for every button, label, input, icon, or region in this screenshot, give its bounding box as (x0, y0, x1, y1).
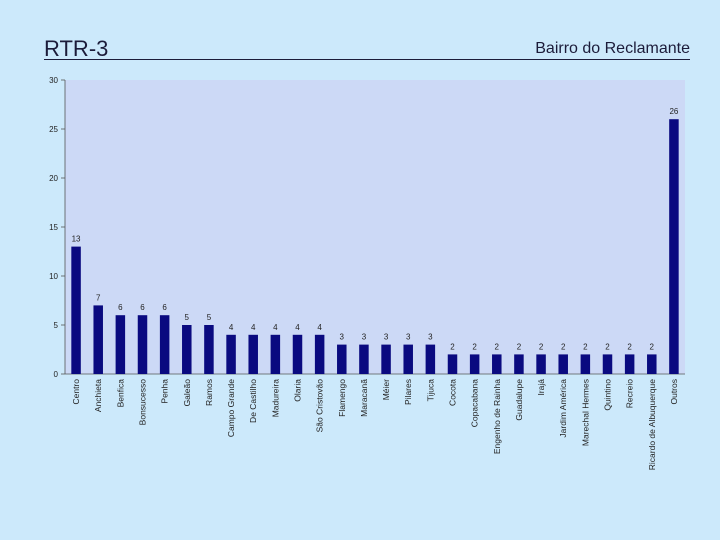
bar-value-label: 4 (317, 323, 322, 332)
bar-value-label: 4 (273, 323, 278, 332)
category-label: De Castilho (248, 379, 258, 423)
bar (137, 315, 148, 374)
bar (647, 354, 657, 374)
bar-value-label: 2 (472, 342, 477, 351)
bar-value-label: 7 (96, 293, 101, 302)
category-label: Méier (381, 379, 391, 400)
bar (226, 334, 236, 374)
bar (469, 354, 480, 374)
bar-value-label: 3 (362, 333, 367, 342)
bar (359, 344, 369, 374)
bar (292, 334, 303, 374)
category-label: Copacabana (470, 379, 480, 427)
bar-value-label: 4 (295, 323, 300, 332)
bar-value-label: 2 (627, 342, 632, 351)
y-tick-label: 10 (49, 272, 58, 281)
category-label: Pilares (403, 379, 413, 405)
bar (381, 344, 391, 374)
bar (204, 325, 214, 374)
category-label: Anchieta (93, 379, 103, 412)
bar-value-label: 2 (450, 342, 455, 351)
bars (71, 119, 679, 374)
bar (115, 315, 126, 374)
category-label: Irajá (536, 379, 546, 396)
category-label: São Cristovão (315, 379, 325, 433)
y-tick-label: 20 (49, 174, 58, 183)
bar-value-label: 26 (669, 107, 678, 116)
category-label: Madureira (270, 379, 280, 418)
bar-value-label: 2 (583, 342, 588, 351)
category-label: Campo Grande (226, 379, 236, 437)
category-label: Benfica (115, 379, 125, 408)
y-tick-label: 15 (49, 223, 58, 232)
bar-value-label: 2 (539, 342, 544, 351)
y-tick-label: 5 (54, 321, 59, 330)
bar (514, 354, 524, 374)
bar-value-label: 6 (162, 303, 167, 312)
category-label: Galeão (182, 379, 192, 407)
category-label: Recreio (625, 379, 635, 409)
bar (93, 305, 103, 374)
bar-value-label: 2 (605, 342, 610, 351)
bar-value-label: 3 (384, 333, 389, 342)
category-label: Flamengo (337, 379, 347, 417)
bar-value-label: 4 (251, 323, 256, 332)
slide-subtitle: Bairro do Reclamante (535, 40, 690, 57)
category-label: Jardim América (558, 379, 568, 438)
data-labels: 13 7 6 6 6 5 5 4 4 4 4 4 3 3 3 3 3 2 2 2 2 2 2 2 2 2 2 26 (72, 107, 679, 351)
category-label: Quintino (603, 379, 613, 411)
bar-value-label: 5 (207, 313, 212, 322)
bar (337, 344, 347, 374)
bar (425, 344, 436, 374)
bar-value-label: 3 (428, 333, 433, 342)
bar (71, 246, 81, 374)
category-label: Ramos (204, 379, 214, 406)
bar-value-label: 2 (495, 342, 500, 351)
bar-value-label: 4 (229, 323, 234, 332)
category-label: Centro (71, 379, 81, 405)
category-label: Ricardo de Albuquerque (647, 379, 657, 470)
y-tick-label: 0 (54, 370, 59, 379)
plot-area (65, 80, 685, 374)
bar-value-label: 6 (118, 303, 123, 312)
bar-value-label: 5 (185, 313, 190, 322)
category-label: Maracanã (359, 379, 369, 417)
bar (536, 354, 546, 374)
bar (314, 334, 325, 374)
bar-value-label: 2 (650, 342, 655, 351)
bar (182, 325, 192, 374)
y-tick-label: 30 (49, 76, 58, 85)
bar-value-label: 2 (517, 342, 522, 351)
title-underline (44, 59, 690, 60)
bar (159, 315, 170, 374)
y-tick-label: 25 (49, 125, 58, 134)
bar (248, 334, 258, 374)
category-label: Cocota (448, 379, 458, 406)
category-label: Guadalupe (514, 379, 524, 421)
category-label: Tijuca (425, 379, 435, 402)
category-label: Bonsucesso (138, 379, 148, 426)
bar (602, 354, 613, 374)
bar (558, 354, 568, 374)
category-label: Marechal Hermes (580, 379, 590, 446)
category-label: Olaria (293, 379, 303, 402)
category-label: Penha (160, 379, 170, 404)
bar (403, 344, 413, 374)
bar (669, 119, 679, 374)
bar (624, 354, 635, 374)
bar (580, 354, 591, 374)
bar-value-label: 13 (72, 235, 81, 244)
bar-value-label: 3 (340, 333, 345, 342)
bar-value-label: 3 (406, 333, 411, 342)
category-labels: Centro Anchieta Benfica Bonsucesso Penha Gale… (71, 379, 679, 470)
category-label: Engenho de Rainha (492, 379, 502, 454)
bar (492, 354, 502, 374)
slide-title: RTR-3 (44, 36, 109, 61)
category-label: Outros (669, 379, 679, 405)
bar-value-label: 2 (561, 342, 566, 351)
bar (447, 354, 458, 374)
bar-value-label: 6 (140, 303, 145, 312)
bar (270, 334, 281, 374)
